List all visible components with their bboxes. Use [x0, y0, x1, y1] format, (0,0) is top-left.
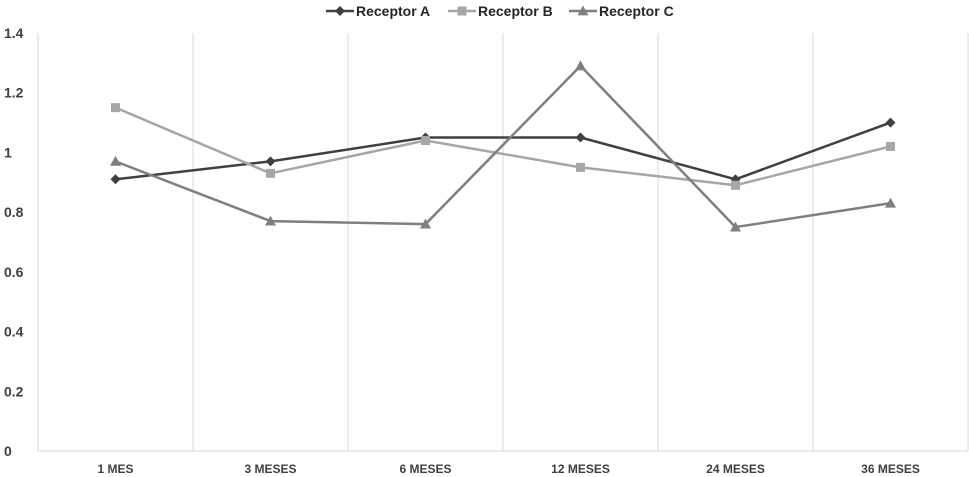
- receptor-c-point: [265, 215, 276, 226]
- y-tick-label: 1.2: [4, 85, 24, 101]
- gridlines: [37, 33, 969, 451]
- receptor-b-line: [115, 106, 891, 187]
- receptor-b-point: [886, 141, 895, 151]
- receptor-c-point: [730, 221, 741, 232]
- receptor-c-point: [420, 218, 431, 229]
- x-axis: 1 MES 3 MESES 6 MESES 12 MESES 24 MESES 36 ME…: [38, 450, 968, 476]
- legend: Receptor A Receptor B Receptor C: [326, 3, 674, 19]
- receptor-a-point: [265, 156, 276, 167]
- y-tick-label: 1: [4, 144, 12, 160]
- y-axis: 0 0.2 0.4 0.6 0.8 1 1.2 1.4: [4, 25, 24, 459]
- x-tick-label: 24 MESES: [706, 462, 765, 476]
- x-tick-label: 36 MESES: [861, 462, 920, 476]
- x-tick-label: 12 MESES: [551, 462, 610, 476]
- receptor-b-point: [111, 103, 120, 113]
- y-tick-label: 0: [4, 443, 12, 459]
- legend-label-receptor-c: Receptor C: [599, 3, 674, 19]
- y-tick-label: 0.2: [4, 383, 24, 399]
- x-tick-label: 3 MESES: [244, 462, 296, 476]
- receptor-a-line: [115, 121, 891, 181]
- legend-marker-receptor-b: [457, 6, 467, 16]
- receptor-c-line: [115, 64, 891, 229]
- y-tick-label: 0.8: [4, 204, 24, 220]
- legend-label-receptor-a: Receptor A: [356, 3, 430, 19]
- receptor-a-point: [885, 117, 896, 128]
- receptor-c-point: [575, 60, 586, 71]
- y-tick-label: 0.4: [4, 324, 24, 340]
- legend-marker-receptor-c: [577, 5, 589, 16]
- receptor-b-point: [266, 168, 275, 178]
- y-tick-label: 0.6: [4, 264, 24, 280]
- receptor-b-point: [731, 180, 740, 190]
- x-tick-label: 1 MES: [97, 462, 133, 476]
- receptor-a-point: [575, 132, 586, 143]
- y-tick-label: 1.4: [4, 25, 24, 41]
- receptor-b-point: [421, 135, 430, 145]
- receptor-c-point: [885, 197, 896, 208]
- receptor-a-point: [110, 174, 121, 185]
- legend-marker-receptor-a: [335, 6, 345, 16]
- plot-area: [110, 60, 896, 232]
- receptor-b-point: [576, 162, 585, 172]
- receptor-c-point: [110, 155, 121, 166]
- legend-label-receptor-b: Receptor B: [478, 3, 553, 19]
- x-tick-label: 6 MESES: [399, 462, 451, 476]
